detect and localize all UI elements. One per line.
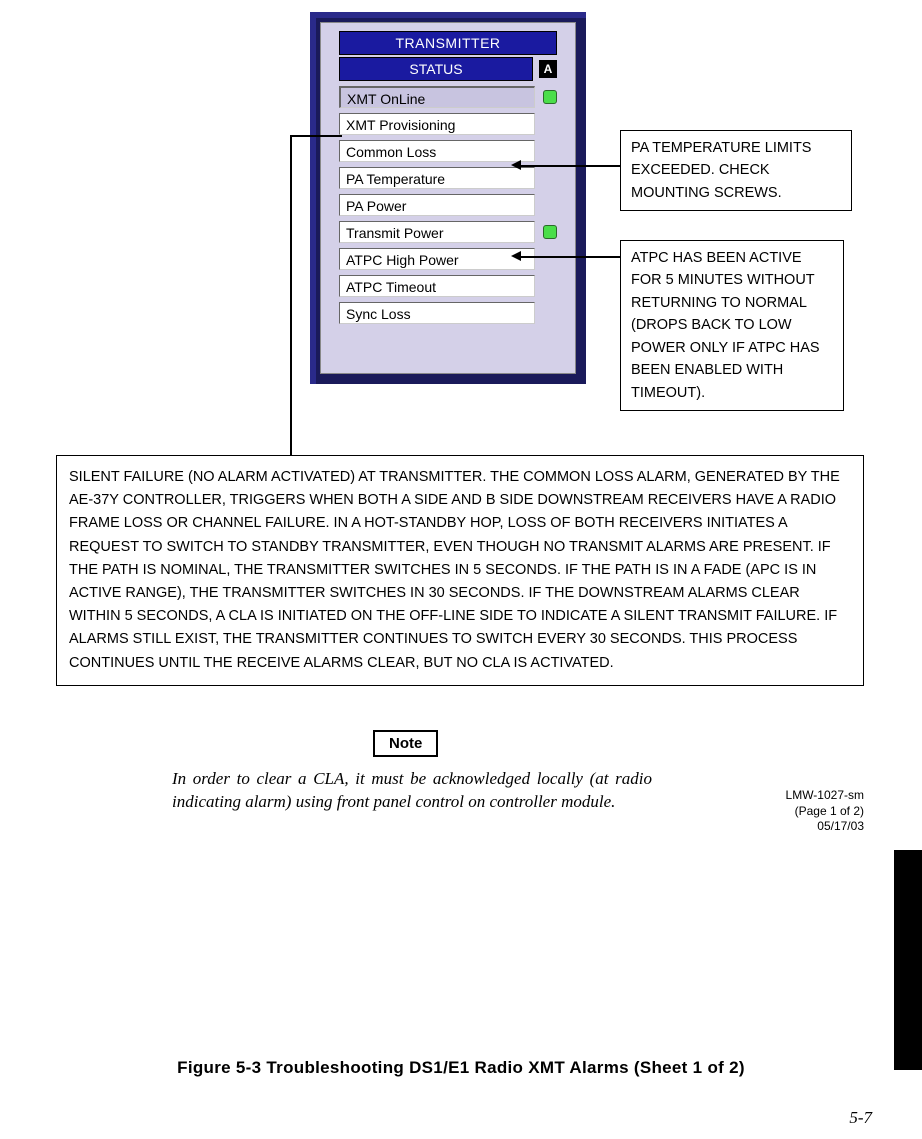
connector-h <box>290 135 342 137</box>
note-label: Note <box>373 730 438 757</box>
status-item-label: XMT OnLine <box>339 86 535 108</box>
status-item-row: Common Loss <box>339 139 557 163</box>
status-item-row: ATPC Timeout <box>339 274 557 298</box>
arrow-line-atpc <box>520 256 620 258</box>
status-item-label: PA Temperature <box>339 167 535 189</box>
connector-v <box>290 135 292 455</box>
callout-pa-temperature: PA TEMPERATURE LIMITS EXCEEDED. CHECK MO… <box>620 130 852 211</box>
callout-atpc: ATPC HAS BEEN ACTIVE FOR 5 MINUTES WITHO… <box>620 240 844 411</box>
page-number: 5-7 <box>849 1108 872 1128</box>
status-item-row: PA Temperature <box>339 166 557 190</box>
arrow-head-pa-temp <box>511 160 521 170</box>
status-item-row: PA Power <box>339 193 557 217</box>
doc-id-line3: 05/17/03 <box>760 819 864 835</box>
status-item-label: Sync Loss <box>339 302 535 324</box>
arrow-head-atpc <box>511 251 521 261</box>
side-indicator: A <box>539 60 557 78</box>
doc-id: LMW-1027-sm (Page 1 of 2) 05/17/03 <box>760 788 864 835</box>
callout-silent-failure: SILENT FAILURE (NO ALARM ACTIVATED) AT T… <box>56 455 864 686</box>
figure-caption: Figure 5-3 Troubleshooting DS1/E1 Radio … <box>0 1058 922 1078</box>
status-item-row: XMT OnLine <box>339 85 557 109</box>
status-row: STATUS A <box>339 57 557 81</box>
doc-id-line2: (Page 1 of 2) <box>760 804 864 820</box>
status-item-label: ATPC Timeout <box>339 275 535 297</box>
status-item-row: Transmit Power <box>339 220 557 244</box>
status-label: STATUS <box>339 57 533 81</box>
status-led-icon <box>543 225 557 239</box>
note-text: In order to clear a CLA, it must be ackn… <box>172 768 652 814</box>
status-item-label: Transmit Power <box>339 221 535 243</box>
side-tab <box>894 850 922 1070</box>
status-led-icon <box>543 90 557 104</box>
arrow-line-pa-temp <box>520 165 620 167</box>
transmitter-panel: TRANSMITTER STATUS A XMT OnLine XMT Provi… <box>310 12 586 384</box>
status-item-label: PA Power <box>339 194 535 216</box>
status-item-row: Sync Loss <box>339 301 557 325</box>
status-item-row: ATPC High Power <box>339 247 557 271</box>
status-item-label: XMT Provisioning <box>339 113 535 135</box>
doc-id-line1: LMW-1027-sm <box>760 788 864 804</box>
panel-title: TRANSMITTER <box>339 31 557 55</box>
status-item-label: Common Loss <box>339 140 535 162</box>
status-item-label: ATPC High Power <box>339 248 535 270</box>
status-item-row: XMT Provisioning <box>339 112 557 136</box>
panel-inner: TRANSMITTER STATUS A XMT OnLine XMT Provi… <box>320 22 576 374</box>
